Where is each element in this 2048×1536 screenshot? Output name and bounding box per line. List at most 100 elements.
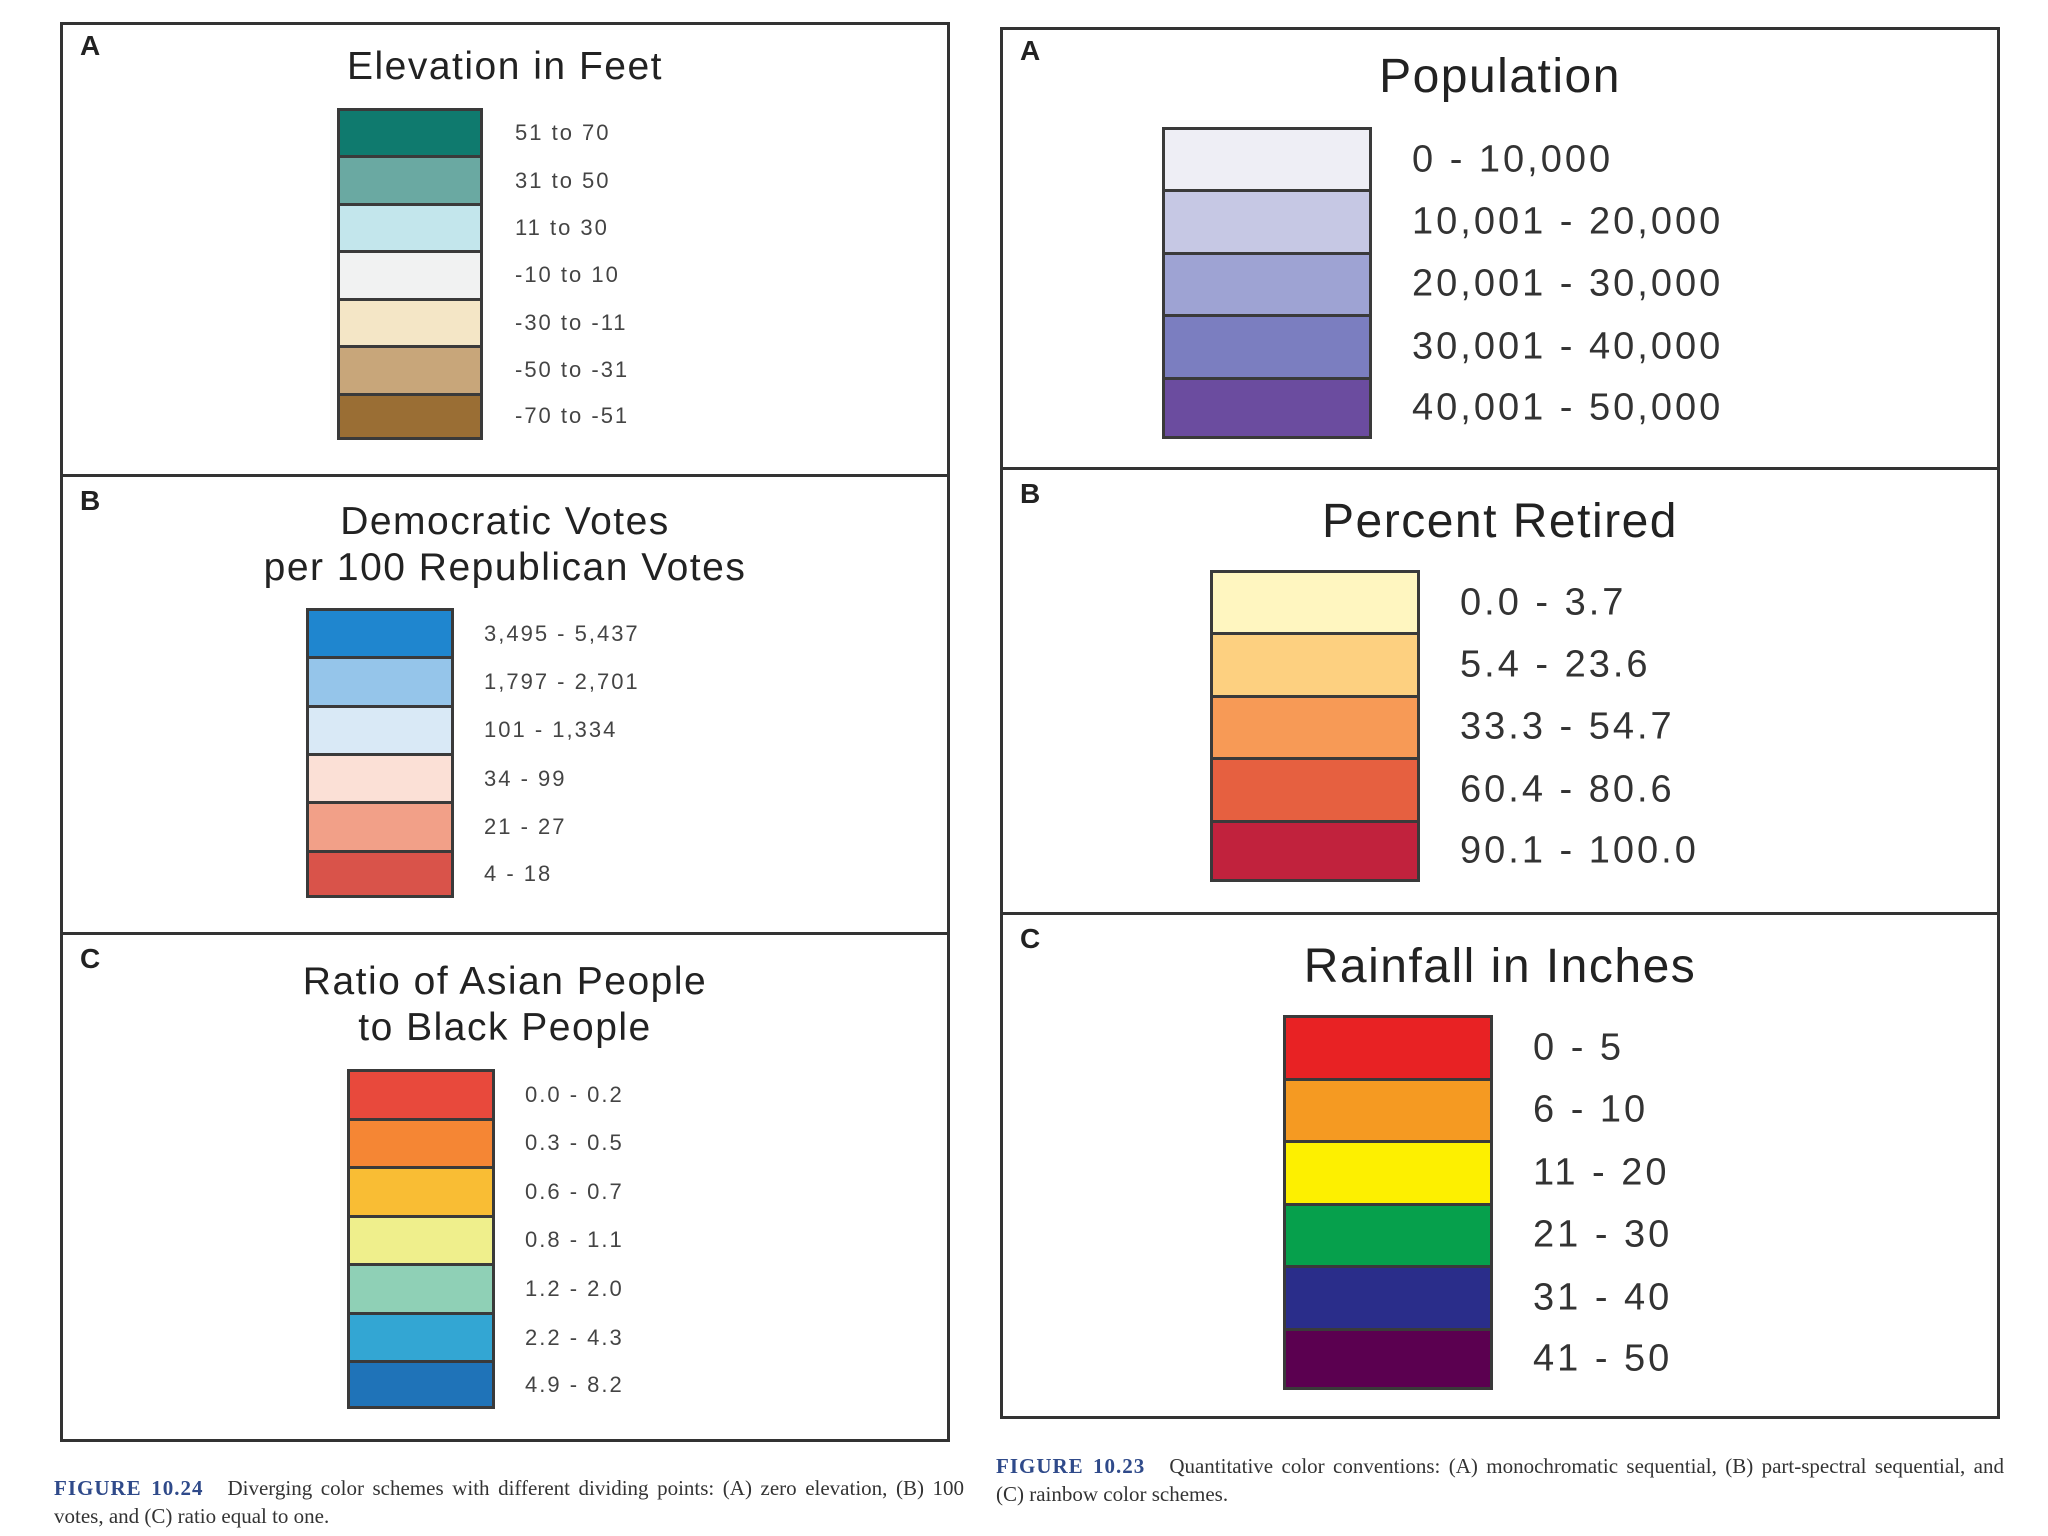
range-label: 20,001 - 30,000	[1412, 262, 1724, 305]
color-swatch	[306, 704, 454, 756]
panel-title: Rainfall in Inches	[1303, 940, 1697, 993]
color-swatch	[347, 1166, 495, 1218]
legend-row: 0 - 5	[1283, 1015, 1783, 1081]
color-swatch	[1283, 1015, 1493, 1081]
range-label: -30 to -11	[515, 309, 628, 335]
color-swatch	[337, 155, 483, 206]
legend-row: 40,001 - 50,000	[1162, 376, 1862, 439]
legend-row: 21 - 30	[1283, 1202, 1783, 1268]
legend: 0 - 10,000 10,001 - 20,000 20,001 - 30,000…	[1162, 127, 1862, 439]
color-swatch	[337, 108, 483, 159]
color-swatch	[1210, 632, 1420, 698]
right-panel-b: B Percent Retired 0.0 - 3.7 5.4 - 23.6 33.…	[1000, 470, 2000, 915]
color-swatch	[306, 849, 454, 898]
range-label: 11 - 20	[1533, 1151, 1670, 1194]
right-panel-a: A Population 0 - 10,000 10,001 - 20,000 20…	[1000, 27, 2000, 470]
right-figure-caption: FIGURE 10.23 Quantitative color conventio…	[996, 1452, 2004, 1508]
legend: 51 to 70 31 to 50 11 to 30 -10 to 10 -30 to …	[337, 108, 677, 440]
range-label: 33.3 - 54.7	[1460, 705, 1675, 748]
color-swatch	[1283, 1202, 1493, 1268]
color-swatch	[1162, 127, 1372, 193]
color-swatch	[1162, 314, 1372, 380]
color-swatch	[1210, 757, 1420, 823]
legend: 3,495 - 5,437 1,797 - 2,701 101 - 1,334 34 …	[306, 608, 726, 898]
panel-title: Elevation in Feet	[346, 45, 663, 88]
range-label: 11 to 30	[515, 215, 609, 241]
legend-row: 0.6 - 0.7	[347, 1166, 687, 1218]
color-swatch	[337, 297, 483, 349]
legend-row: 30,001 - 40,000	[1162, 314, 1862, 380]
legend-row: 0.8 - 1.1	[347, 1214, 687, 1267]
range-label: 0.3 - 0.5	[525, 1130, 624, 1156]
color-swatch	[337, 392, 483, 440]
legend-row: 2.2 - 4.3	[347, 1311, 687, 1364]
legend-row: 33.3 - 54.7	[1210, 694, 1810, 761]
color-swatch	[347, 1117, 495, 1170]
legend-row: 1.2 - 2.0	[347, 1263, 687, 1315]
range-label: 2.2 - 4.3	[525, 1324, 624, 1350]
color-swatch	[347, 1214, 495, 1267]
legend-row: -10 to 10	[337, 250, 677, 301]
range-label: 0.0 - 0.2	[525, 1081, 624, 1107]
range-label: 0.8 - 1.1	[525, 1227, 624, 1253]
range-label: 0 - 5	[1533, 1026, 1625, 1069]
range-label: 60.4 - 80.6	[1460, 768, 1675, 811]
legend: 0.0 - 3.7 5.4 - 23.6 33.3 - 54.7 60.4 - 80.…	[1210, 570, 1810, 882]
legend-row: 6 - 10	[1283, 1077, 1783, 1143]
legend-row: 90.1 - 100.0	[1210, 819, 1810, 882]
color-swatch	[1162, 251, 1372, 318]
figure-label: FIGURE 10.24	[54, 1476, 204, 1500]
legend-row: 31 to 50	[337, 155, 677, 206]
range-label: 34 - 99	[484, 765, 567, 791]
left-figure	[60, 22, 950, 1442]
legend: 0 - 5 6 - 10 11 - 20 21 - 30 31 - 40 41 - 50	[1283, 1015, 1783, 1390]
range-label: 10,001 - 20,000	[1412, 200, 1724, 243]
range-label: 90.1 - 100.0	[1460, 829, 1699, 872]
legend-row: 34 - 99	[306, 753, 726, 805]
legend-row: -30 to -11	[337, 297, 677, 349]
color-swatch	[1210, 694, 1420, 761]
panel-letter: C	[1020, 923, 1041, 954]
panel-title: Population	[1379, 50, 1621, 103]
range-label: 6 - 10	[1533, 1088, 1649, 1131]
range-label: 3,495 - 5,437	[484, 620, 640, 646]
range-label: -50 to -31	[515, 357, 630, 383]
legend-row: 0.3 - 0.5	[347, 1117, 687, 1170]
left-panel-a: A Elevation in Feet 51 to 70 31 to 50 11 t…	[60, 22, 950, 477]
legend-row: 20,001 - 30,000	[1162, 251, 1862, 318]
legend-row: -50 to -31	[337, 345, 677, 396]
color-swatch	[1283, 1077, 1493, 1143]
range-label: -10 to 10	[515, 262, 620, 288]
color-swatch	[347, 1263, 495, 1315]
color-swatch	[337, 202, 483, 254]
panel-title: Ratio of Asian People to Black People	[302, 960, 708, 1050]
legend-row: 0 - 10,000	[1162, 127, 1862, 193]
legend-row: 1,797 - 2,701	[306, 656, 726, 708]
color-swatch	[347, 1360, 495, 1409]
range-label: 0.0 - 3.7	[1460, 581, 1627, 624]
legend-row: 10,001 - 20,000	[1162, 189, 1862, 255]
color-swatch	[1283, 1140, 1493, 1206]
range-label: 4.9 - 8.2	[525, 1371, 624, 1397]
color-swatch	[1162, 189, 1372, 255]
color-swatch	[306, 656, 454, 708]
panel-letter: B	[1020, 478, 1041, 509]
color-swatch	[306, 753, 454, 805]
legend-row: 4.9 - 8.2	[347, 1360, 687, 1409]
range-label: 0.6 - 0.7	[525, 1178, 624, 1204]
range-label: 40,001 - 50,000	[1412, 386, 1724, 429]
left-panel-b: B Democratic Votes per 100 Republican Vo…	[60, 477, 950, 935]
panel-letter: A	[1020, 35, 1041, 66]
panel-title: Percent Retired	[1322, 495, 1678, 548]
color-swatch	[347, 1069, 495, 1121]
range-label: 41 - 50	[1533, 1337, 1673, 1380]
range-label: 1.2 - 2.0	[525, 1276, 624, 1302]
panel-letter: A	[80, 30, 101, 61]
legend-row: 5.4 - 23.6	[1210, 632, 1810, 698]
caption-text: Quantitative color conventions: (A) mono…	[996, 1454, 2004, 1506]
color-swatch	[306, 801, 454, 853]
legend-row: 60.4 - 80.6	[1210, 757, 1810, 823]
legend-row: 41 - 50	[1283, 1327, 1783, 1390]
range-label: 51 to 70	[515, 120, 611, 146]
panel-letter: B	[80, 485, 101, 516]
